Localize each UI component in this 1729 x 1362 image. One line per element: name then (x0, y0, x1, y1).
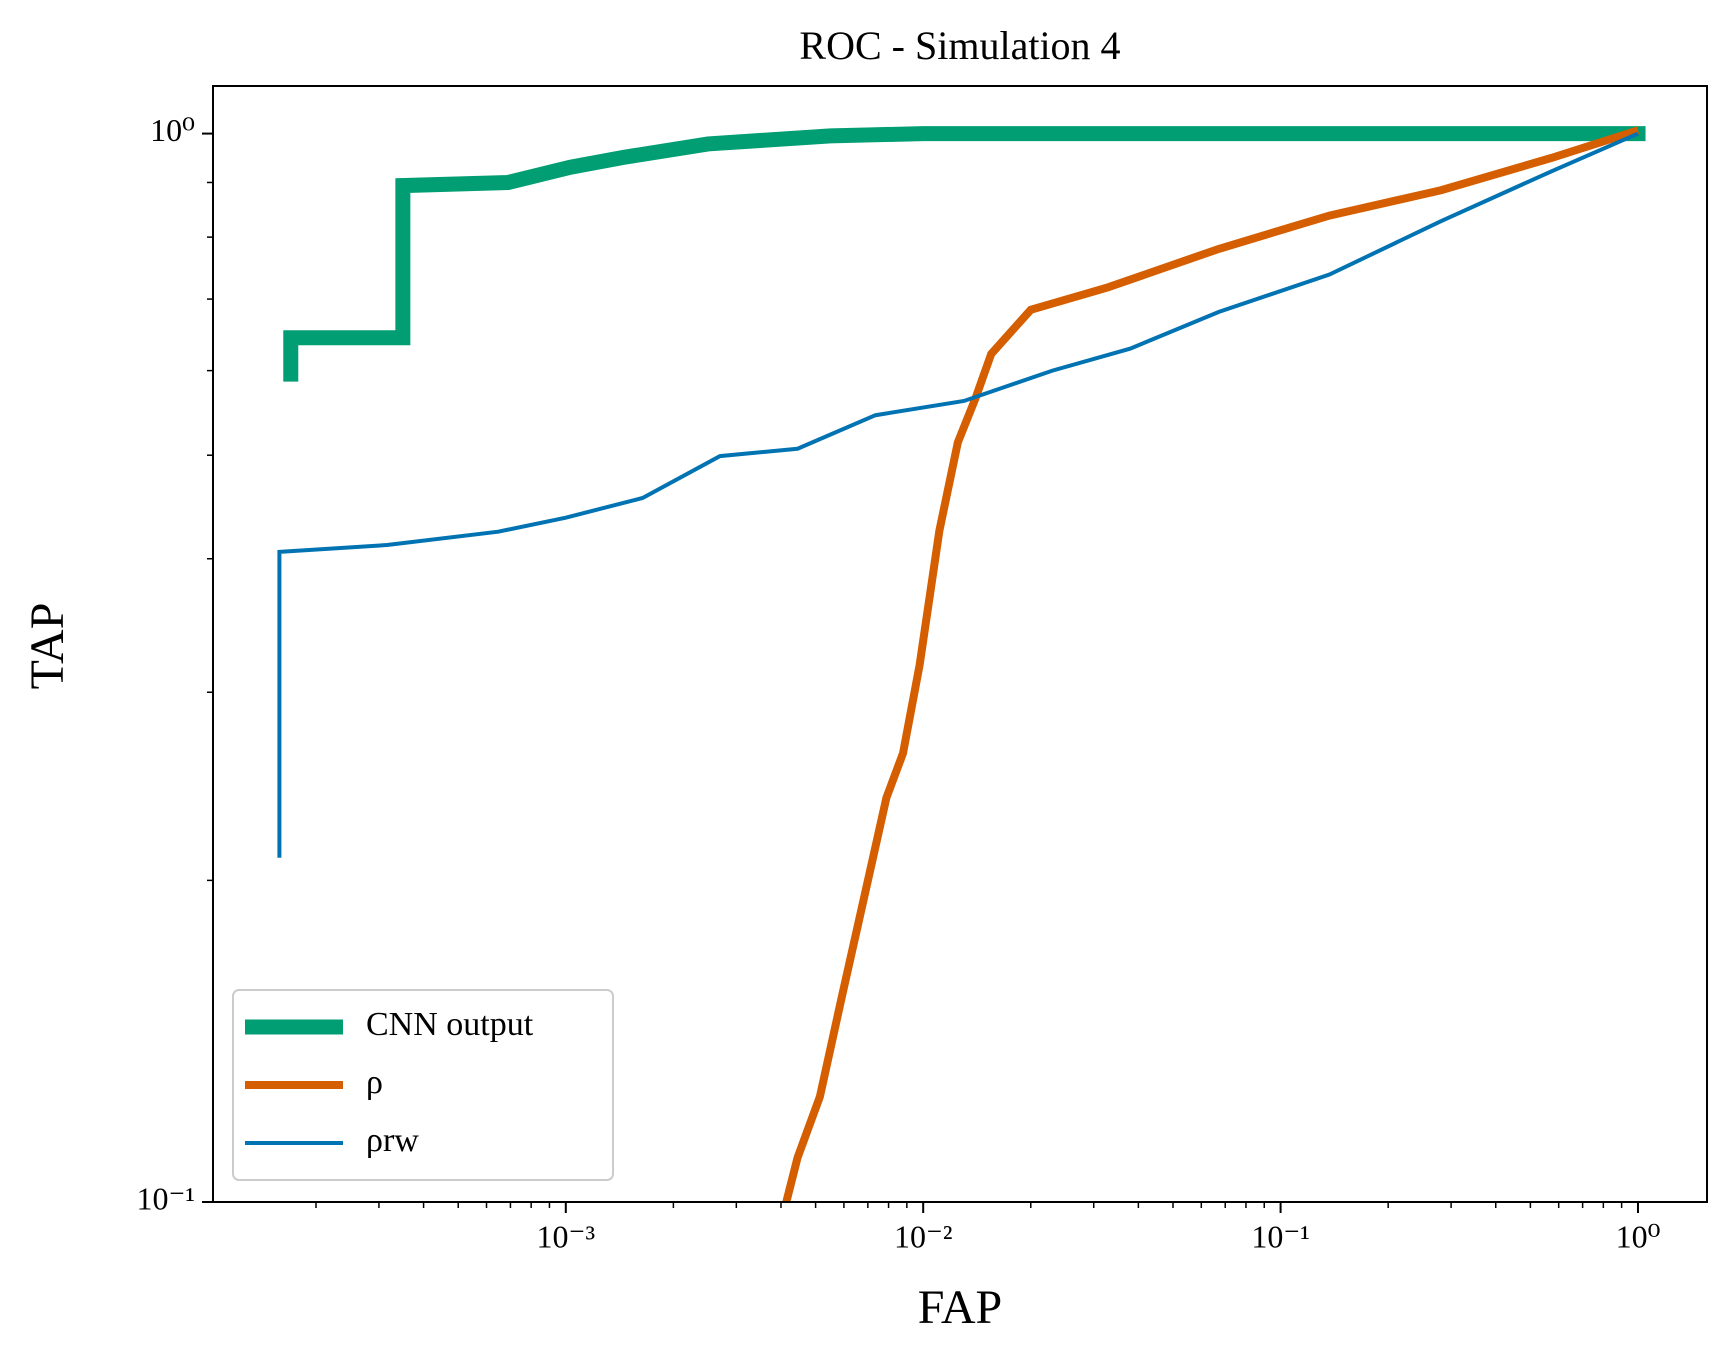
legend-box (232, 989, 614, 1181)
axes-frame (212, 85, 1708, 1203)
legend-label: ρ (366, 1064, 383, 1101)
series-line (283, 126, 1646, 382)
x-tick-label: 10⁻¹ (1251, 1218, 1309, 1254)
plot-area (277, 126, 1646, 1202)
y-axis-label: TAP (21, 603, 74, 690)
x-tick-label: 10⁻² (894, 1218, 952, 1254)
x-tick-label: 10⁻³ (537, 1218, 595, 1254)
y-tick-label: 10⁻¹ (137, 1180, 195, 1216)
legend-label: CNN output (366, 1006, 534, 1043)
legend-label: ρrw (366, 1122, 419, 1159)
chart-title: ROC - Simulation 4 (799, 23, 1120, 68)
series-line (277, 131, 1639, 858)
y-tick-label: 10⁰ (150, 112, 195, 148)
x-tick-label: 10⁰ (1616, 1218, 1661, 1254)
x-axis-label: FAP (918, 1281, 1003, 1334)
series-line (782, 126, 1640, 1202)
